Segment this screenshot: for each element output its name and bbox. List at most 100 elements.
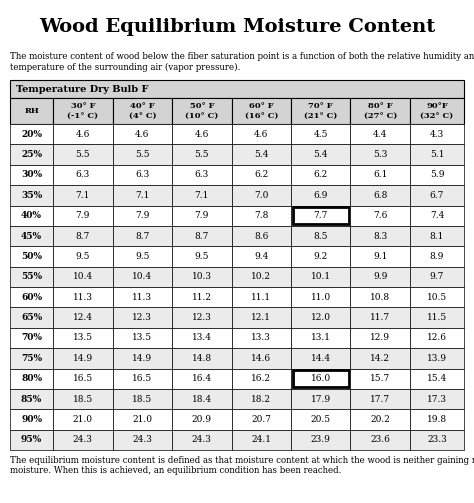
Text: 24.3: 24.3 xyxy=(132,435,152,444)
Bar xyxy=(10,185,53,206)
Text: 10.8: 10.8 xyxy=(370,293,390,302)
Text: 4.6: 4.6 xyxy=(254,130,268,139)
Bar xyxy=(232,144,291,165)
Text: 12.0: 12.0 xyxy=(311,313,331,322)
Bar xyxy=(172,246,232,267)
Bar xyxy=(291,98,350,124)
Text: 7.6: 7.6 xyxy=(373,211,387,220)
Text: 40%: 40% xyxy=(21,211,42,220)
Bar xyxy=(53,430,113,450)
Text: 9.5: 9.5 xyxy=(76,252,90,261)
Bar xyxy=(291,287,350,307)
Text: 10.4: 10.4 xyxy=(73,272,93,281)
Text: 19.8: 19.8 xyxy=(427,415,447,424)
Text: 45%: 45% xyxy=(21,231,42,240)
Bar xyxy=(53,246,113,267)
Text: 8.9: 8.9 xyxy=(430,252,444,261)
Bar xyxy=(113,348,172,369)
Bar xyxy=(292,370,349,387)
Bar xyxy=(10,267,53,287)
Text: 4.6: 4.6 xyxy=(135,130,149,139)
Text: 12.3: 12.3 xyxy=(132,313,152,322)
Text: 11.1: 11.1 xyxy=(251,293,271,302)
Bar xyxy=(113,206,172,226)
Text: 40° F
(4° C): 40° F (4° C) xyxy=(128,103,156,120)
Bar xyxy=(10,348,53,369)
Text: 90°F
(32° C): 90°F (32° C) xyxy=(420,103,454,120)
Bar xyxy=(350,267,410,287)
Bar xyxy=(232,328,291,348)
Bar xyxy=(53,348,113,369)
Bar xyxy=(410,98,464,124)
Bar xyxy=(53,185,113,206)
Bar xyxy=(172,409,232,430)
Bar xyxy=(172,185,232,206)
Bar xyxy=(53,389,113,409)
Bar xyxy=(113,98,172,124)
Bar xyxy=(350,287,410,307)
Text: 13.1: 13.1 xyxy=(311,333,331,343)
Text: 6.3: 6.3 xyxy=(195,171,209,180)
Text: 8.7: 8.7 xyxy=(195,231,209,240)
Bar xyxy=(10,409,53,430)
Text: 35%: 35% xyxy=(21,191,42,200)
Text: 7.9: 7.9 xyxy=(76,211,90,220)
Text: 70° F
(21° C): 70° F (21° C) xyxy=(304,103,337,120)
Text: 70%: 70% xyxy=(21,333,42,343)
Text: 11.5: 11.5 xyxy=(427,313,447,322)
Bar xyxy=(53,307,113,328)
Text: 17.9: 17.9 xyxy=(310,394,331,403)
Text: 50° F
(10° C): 50° F (10° C) xyxy=(185,103,219,120)
Bar xyxy=(232,409,291,430)
Text: Wood Equilibrium Moisture Content: Wood Equilibrium Moisture Content xyxy=(39,18,435,36)
Text: 9.7: 9.7 xyxy=(430,272,444,281)
Bar xyxy=(232,226,291,246)
Text: 6.7: 6.7 xyxy=(430,191,444,200)
Text: 17.3: 17.3 xyxy=(427,394,447,403)
Bar xyxy=(291,307,350,328)
Bar xyxy=(53,165,113,185)
Text: 55%: 55% xyxy=(21,272,42,281)
Bar xyxy=(10,246,53,267)
Bar xyxy=(350,144,410,165)
Text: 7.1: 7.1 xyxy=(195,191,209,200)
Bar xyxy=(172,267,232,287)
Text: 7.1: 7.1 xyxy=(76,191,90,200)
Text: 7.9: 7.9 xyxy=(195,211,209,220)
Bar xyxy=(291,206,350,226)
Bar xyxy=(350,206,410,226)
Text: 13.5: 13.5 xyxy=(132,333,153,343)
Text: 14.9: 14.9 xyxy=(132,354,153,363)
Text: 9.4: 9.4 xyxy=(254,252,268,261)
Bar xyxy=(350,389,410,409)
Bar xyxy=(350,348,410,369)
Bar xyxy=(10,144,53,165)
Text: 10.5: 10.5 xyxy=(427,293,447,302)
Text: RH: RH xyxy=(24,107,39,115)
Bar xyxy=(172,124,232,144)
Text: 50%: 50% xyxy=(21,252,42,261)
Text: 11.7: 11.7 xyxy=(370,313,390,322)
Bar xyxy=(113,246,172,267)
Text: 30° F
(-1° C): 30° F (-1° C) xyxy=(67,103,99,120)
Bar xyxy=(410,185,464,206)
Text: 5.1: 5.1 xyxy=(430,150,444,159)
Bar xyxy=(350,165,410,185)
Text: 4.3: 4.3 xyxy=(430,130,444,139)
Bar xyxy=(410,430,464,450)
Text: 16.4: 16.4 xyxy=(192,374,212,383)
Text: 85%: 85% xyxy=(21,394,42,403)
Bar xyxy=(172,348,232,369)
Text: 5.5: 5.5 xyxy=(194,150,209,159)
Text: 13.3: 13.3 xyxy=(251,333,271,343)
Bar xyxy=(172,287,232,307)
Text: 18.4: 18.4 xyxy=(192,394,212,403)
Bar xyxy=(53,287,113,307)
Bar xyxy=(232,348,291,369)
Text: 10.4: 10.4 xyxy=(132,272,153,281)
Bar xyxy=(172,430,232,450)
Bar xyxy=(10,226,53,246)
Bar xyxy=(410,124,464,144)
Bar xyxy=(410,165,464,185)
Bar xyxy=(113,226,172,246)
